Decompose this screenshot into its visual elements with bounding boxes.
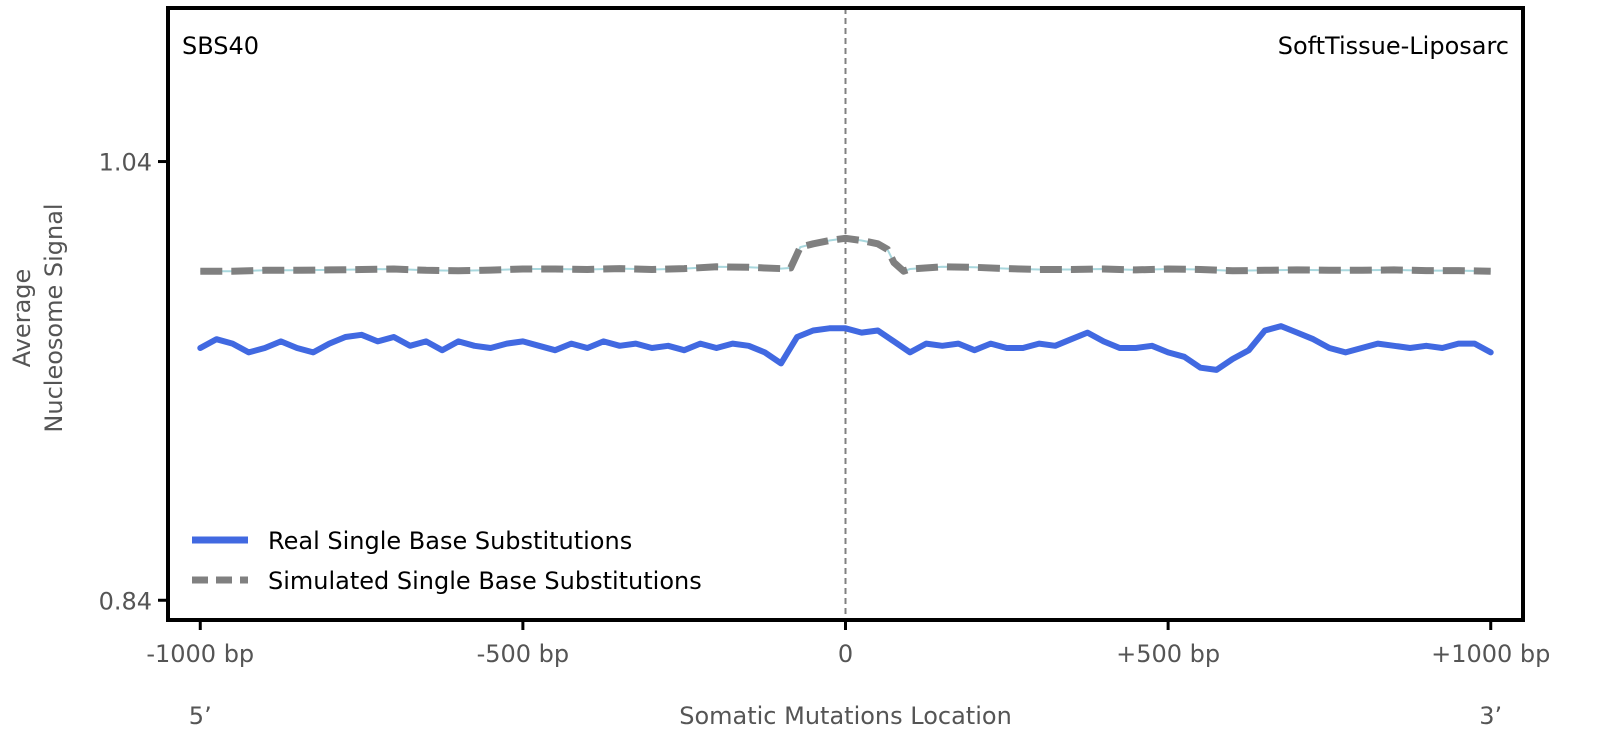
y-axis-title: Average Nucleosome Signal [8,203,68,432]
x-tick-label: -500 bp [477,640,570,668]
axes-layer: -1000 bp -500 bp 0 +500 bp +1000 bp 1.04 0.84 [99,149,1551,668]
three-prime-label: 3’ [1479,702,1502,730]
x-axis-title: Somatic Mutations Location [679,702,1012,730]
legend-label-real: Real Single Base Substitutions [268,527,632,555]
series-line-real [197,323,1494,373]
series-line-simulated [200,234,1491,275]
x-tick-label: 0 [838,640,853,668]
x-tick-label: -1000 bp [146,640,254,668]
x-tick-label: +500 bp [1116,640,1220,668]
five-prime-label: 5’ [189,702,212,730]
y-tick-label: 1.04 [99,149,152,177]
y-axis-title-line-1: Average [8,269,36,368]
plot-lines-layer [197,8,1494,620]
x-tick-label: +1000 bp [1431,640,1550,668]
y-axis-title-line-2: Nucleosome Signal [40,203,68,432]
tissue-label: SoftTissue-Liposarc [1278,32,1509,60]
legend-label-simulated: Simulated Single Base Substitutions [268,567,702,595]
legend: Real Single Base Substitutions Simulated… [192,527,702,595]
y-tick-label: 0.84 [99,587,152,615]
signature-label: SBS40 [182,32,259,60]
